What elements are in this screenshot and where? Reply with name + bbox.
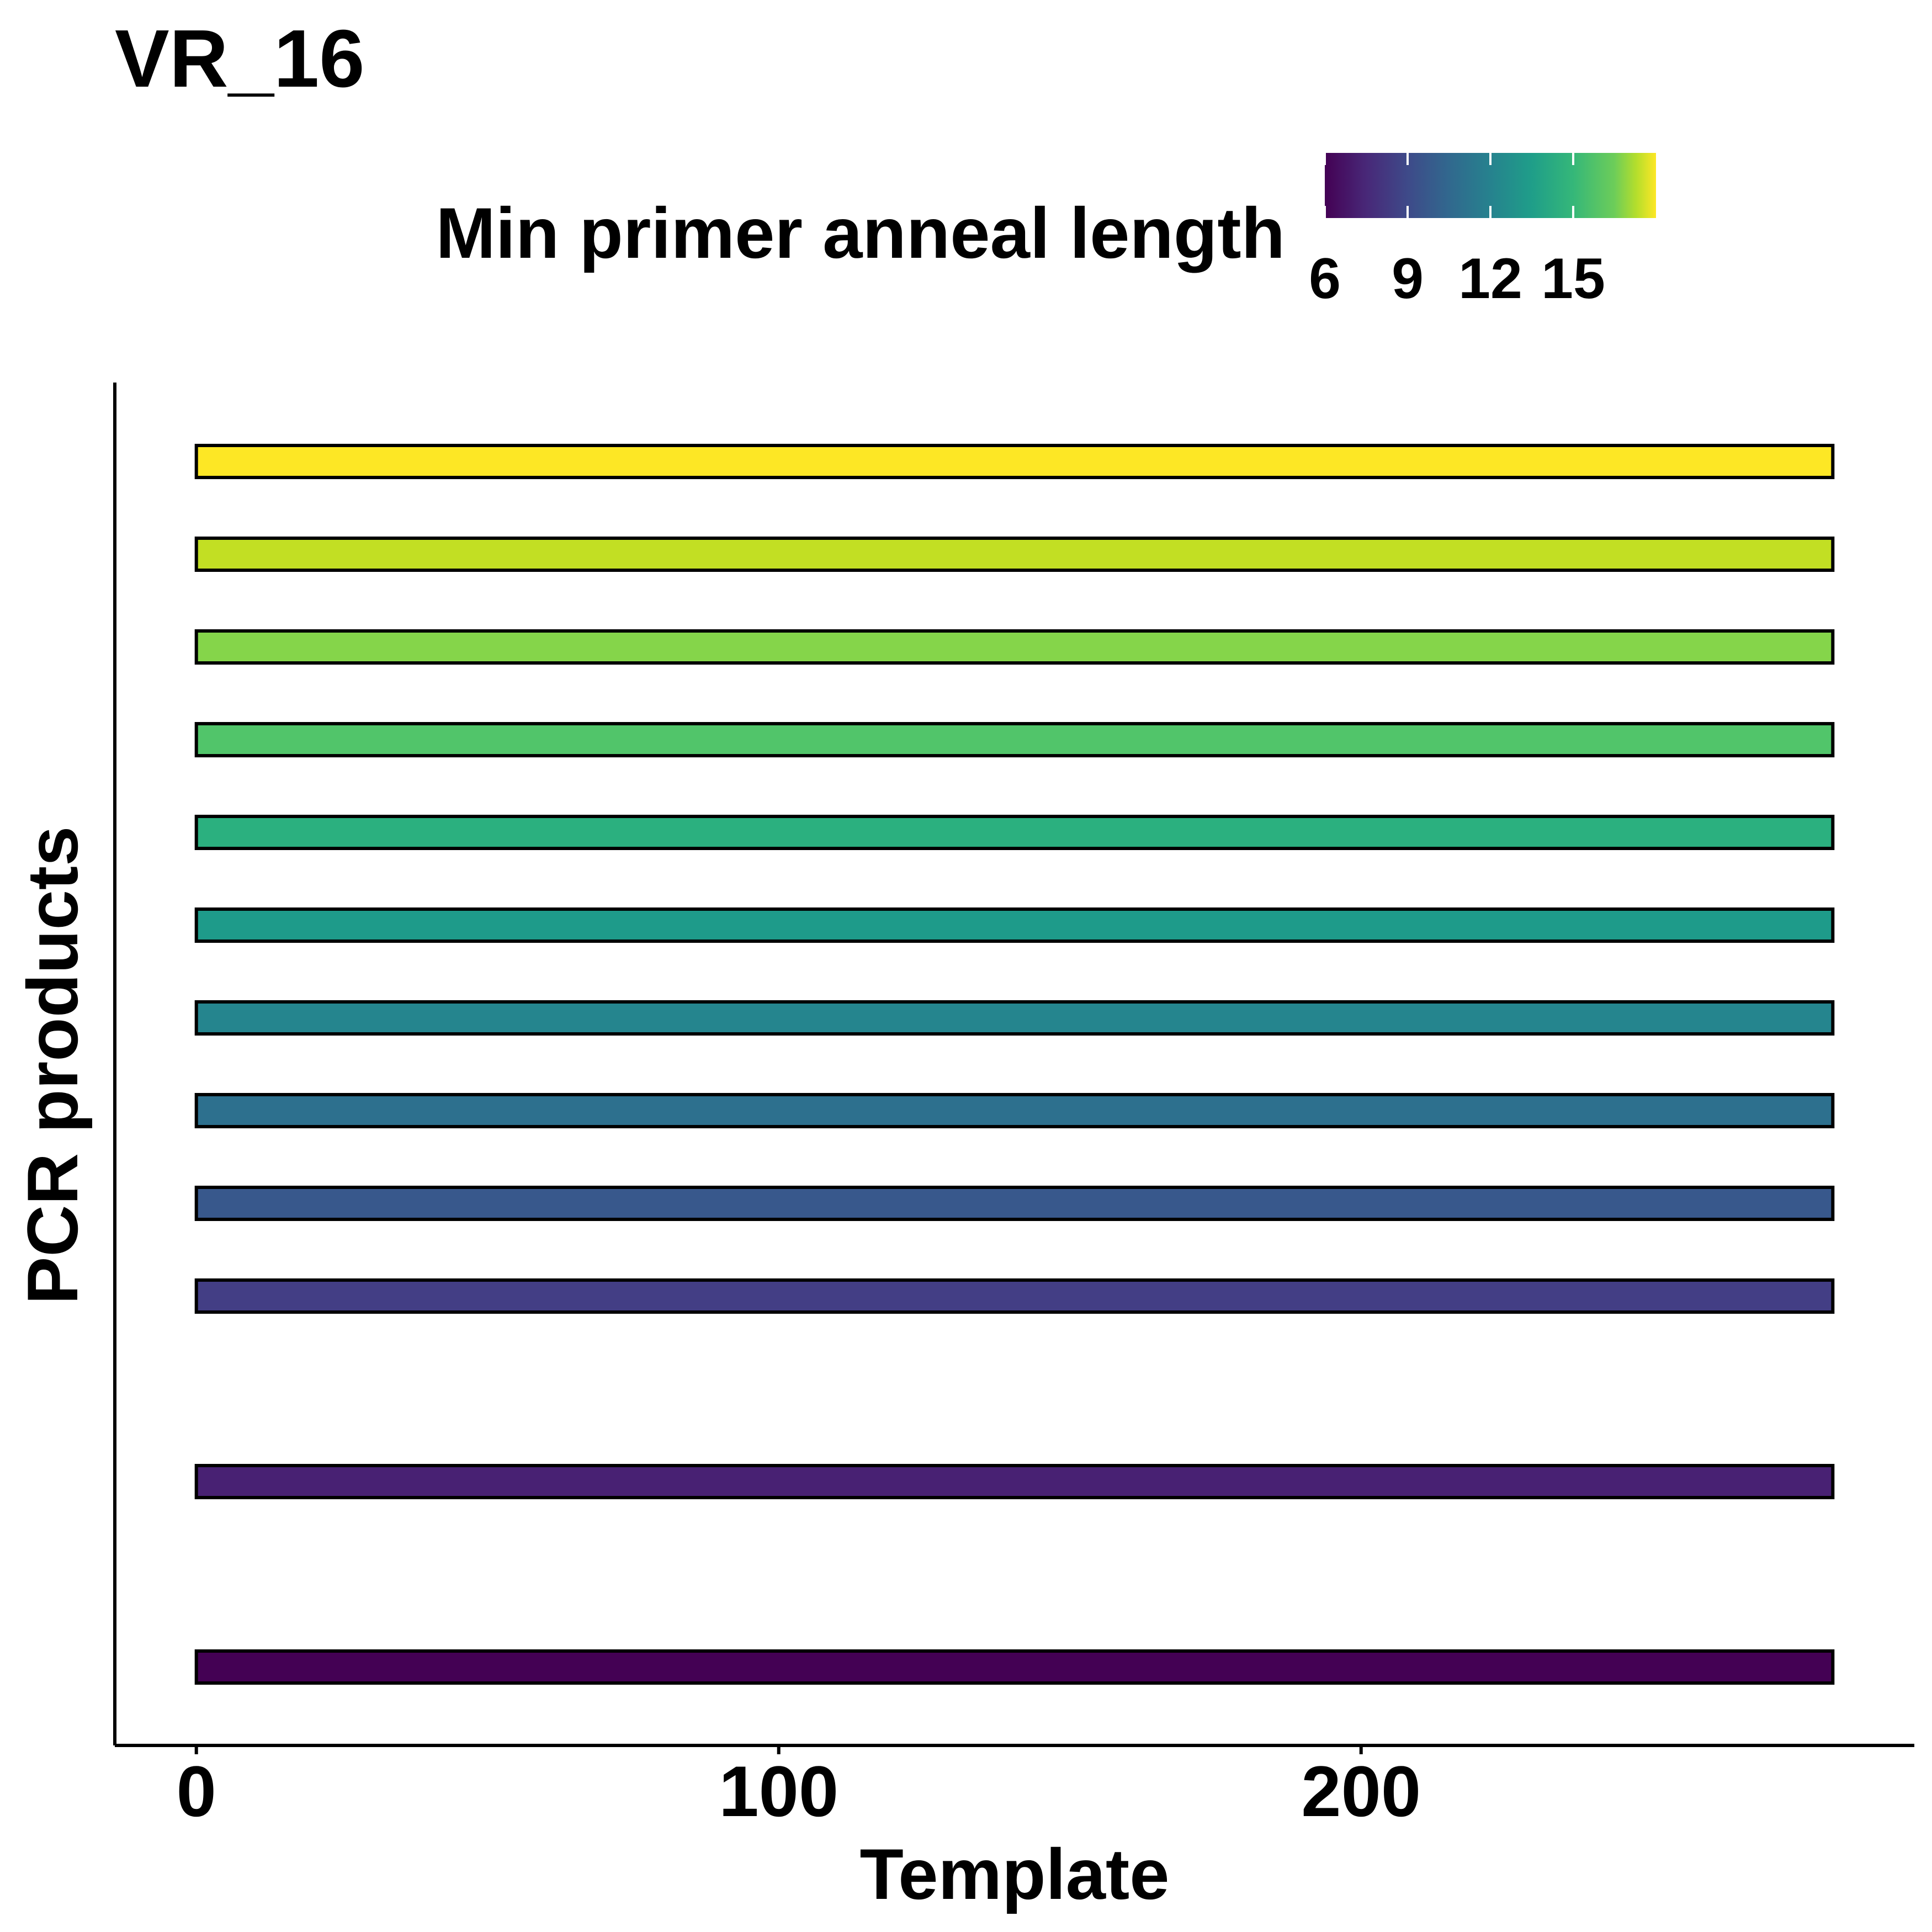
pcr-product-bar bbox=[194, 1464, 1835, 1499]
pcr-product-bar bbox=[194, 1278, 1835, 1314]
x-ticks: 0 100 200 bbox=[177, 1745, 1421, 1832]
chart-title: VR_16 bbox=[115, 13, 365, 104]
legend-title: Min primer anneal length bbox=[436, 193, 1285, 273]
legend-tick-label: 12 bbox=[1458, 247, 1522, 311]
legend-tick-label: 15 bbox=[1541, 247, 1605, 311]
y-axis-title: PCR products bbox=[12, 826, 93, 1305]
pcr-product-bar bbox=[194, 907, 1835, 943]
legend: Min primer anneal length 6 9 12 15 bbox=[436, 153, 1656, 311]
x-tick-label: 0 bbox=[177, 1751, 216, 1832]
x-tick-label: 100 bbox=[719, 1751, 838, 1832]
pcr-product-bar bbox=[194, 1649, 1835, 1685]
bars bbox=[194, 444, 1835, 1685]
pcr-product-bar bbox=[194, 629, 1835, 665]
pcr-product-bar bbox=[194, 1093, 1835, 1128]
pcr-product-bar bbox=[194, 1186, 1835, 1221]
legend-tick-label: 6 bbox=[1309, 247, 1341, 311]
x-axis-title: Template bbox=[859, 1834, 1169, 1914]
legend-tick-label: 9 bbox=[1392, 247, 1424, 311]
legend-ticks: 6 9 12 15 bbox=[1309, 153, 1605, 311]
pcr-product-bar bbox=[194, 444, 1835, 479]
x-tick-label: 200 bbox=[1301, 1751, 1421, 1832]
pcr-product-bar bbox=[194, 722, 1835, 757]
pcr-product-bar bbox=[194, 1000, 1835, 1036]
pcr-product-bar bbox=[194, 815, 1835, 850]
pcr-product-bar bbox=[194, 537, 1835, 572]
